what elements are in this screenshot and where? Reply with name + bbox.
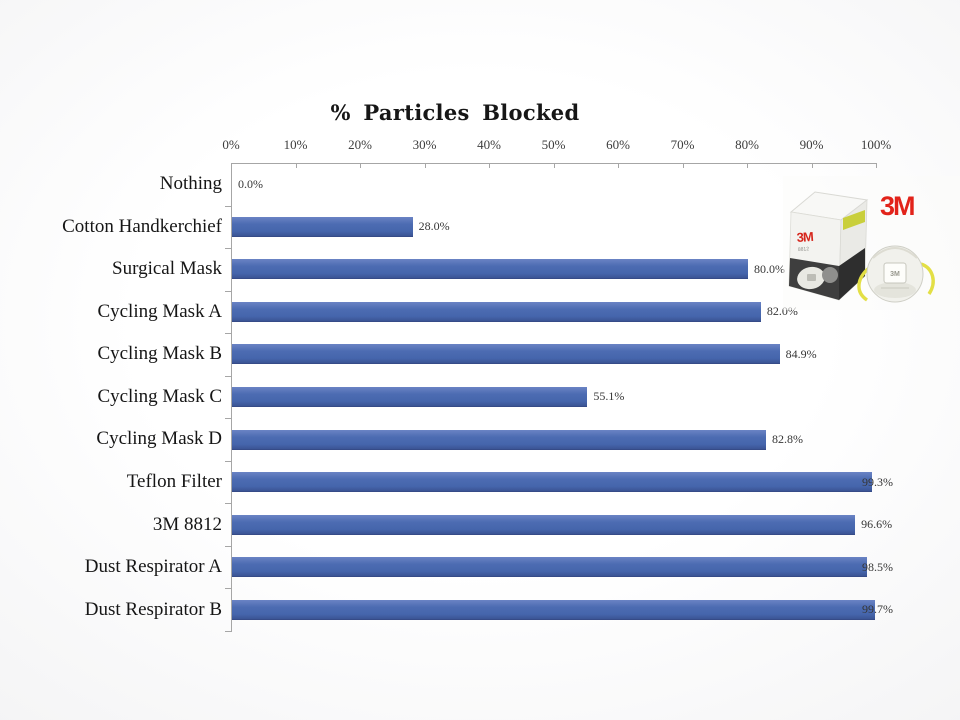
box-photo-panel-side <box>839 248 865 300</box>
bar-row: 80.0% <box>231 248 876 291</box>
x-axis-tick-mark <box>295 164 297 168</box>
plot-area: 0% 10% 20% 30% 40% 50% 60% 70% 80% 90% 100% 0.0% 28.… <box>222 137 893 632</box>
box-face-image <box>822 267 838 283</box>
x-axis-tick-mark <box>682 164 684 168</box>
bar-row: 84.9% <box>231 333 876 376</box>
x-axis-tick-label: 30% <box>412 137 437 152</box>
x-axis-tick-label: 0% <box>222 137 240 152</box>
brand-logo-3m: 3M <box>880 191 914 221</box>
category-axis-labels: Nothing Cotton Handkerchief Surgical Mask C… <box>0 163 222 631</box>
bar-row: 55.1% <box>231 376 876 419</box>
bar <box>232 429 767 450</box>
y-axis-tick-mark <box>225 631 231 632</box>
category-label: Cotton Handkerchief <box>62 215 222 237</box>
box-mask-valve-image <box>807 274 816 281</box>
y-axis-tick-mark <box>225 503 231 505</box>
category-label: Dust Respirator A <box>84 556 222 578</box>
x-axis-tick-mark <box>231 164 232 168</box>
bar-value-label: 0.0% <box>238 176 263 191</box>
y-axis-line <box>231 163 232 632</box>
y-axis-tick-mark <box>225 588 231 590</box>
bar <box>232 514 856 535</box>
x-axis-tick-mark <box>618 164 619 168</box>
box-yellow-label <box>843 210 865 230</box>
category-label: Cycling Mask C <box>97 385 222 407</box>
y-axis-tick-mark <box>225 290 231 292</box>
x-axis-tick-label: 60% <box>606 137 630 152</box>
x-axis-tick-mark <box>360 164 361 168</box>
respirator-mask: 3M <box>857 245 935 303</box>
bar-row: 28.0% <box>231 206 876 249</box>
x-axis-tick-label: 40% <box>477 137 501 152</box>
y-axis-tick-mark <box>225 248 231 250</box>
bar <box>232 216 413 237</box>
bar-row: 98.5% <box>231 546 893 589</box>
bar-value-label: 28.0% <box>418 219 450 234</box>
x-axis-tick-label: 80% <box>735 137 759 152</box>
product-box: 3M 8812 <box>788 191 869 301</box>
y-axis-tick-mark <box>225 205 231 207</box>
bar-value-label: 55.1% <box>593 389 625 404</box>
category-label: Cycling Mask B <box>97 343 222 365</box>
x-axis-tick-mark <box>489 164 490 168</box>
category-label: Nothing <box>159 173 222 195</box>
y-axis-tick-mark <box>225 545 231 547</box>
y-axis-tick-mark <box>225 418 231 420</box>
bar <box>232 344 780 365</box>
bar-value-label: 80.0% <box>754 261 785 276</box>
bar-row: 0.0% <box>231 163 876 206</box>
x-axis-tick-mark <box>747 164 748 168</box>
mask-nose-rim <box>872 247 918 259</box>
x-axis-tick-label: 90% <box>799 137 824 152</box>
bar-value-label: 84.9% <box>785 346 817 361</box>
bar <box>232 599 876 620</box>
mask-strap-right <box>920 262 935 295</box>
product-photo-3m-respirator: 3M 8812 3M 3M <box>783 176 960 310</box>
bar-row: 82.0% <box>231 291 876 334</box>
bar-value-label: 98.5% <box>862 559 893 574</box>
bar-row: 99.3% <box>231 461 893 504</box>
bar <box>232 259 748 280</box>
category-label: Cycling Mask A <box>97 300 222 322</box>
bar-value-label: 99.3% <box>862 474 893 489</box>
bar <box>232 557 868 578</box>
category-label: 3M 8812 <box>152 513 222 535</box>
x-axis-tick-mark <box>811 164 813 168</box>
bar <box>232 386 588 407</box>
bar-row: 96.6% <box>231 503 892 546</box>
mask-strap-left <box>857 266 871 302</box>
category-label: Dust Respirator B <box>84 598 222 620</box>
x-axis-line <box>231 163 877 164</box>
x-axis-tick-mark <box>876 164 877 168</box>
mask-valve <box>883 262 907 284</box>
category-label: Cycling Mask D <box>96 428 222 450</box>
bar-row: 82.8% <box>231 418 876 461</box>
y-axis-tick-mark <box>225 333 231 335</box>
bar <box>232 472 873 493</box>
bar-value-label: 82.8% <box>772 432 804 447</box>
x-axis-tick-label: 100% <box>860 137 892 152</box>
y-axis-tick-mark <box>225 460 231 462</box>
x-axis-tick-label: 20% <box>348 137 372 152</box>
bar-value-label: 99.7% <box>862 602 893 617</box>
x-axis-tick-label: 10% <box>283 137 308 152</box>
mask-valve-logo: 3M <box>890 271 900 278</box>
bar <box>232 301 761 322</box>
chart-title: % Particles Blocked <box>330 100 580 125</box>
box-brand-logo: 3M <box>796 229 813 245</box>
category-label: Surgical Mask <box>112 258 222 280</box>
box-model-number: 8812 <box>798 246 810 253</box>
y-axis-tick-mark <box>225 375 231 377</box>
x-axis-tick-mark <box>424 164 426 168</box>
x-axis-tick-label: 70% <box>670 137 695 152</box>
mask-lower-shading <box>874 282 916 298</box>
bar-value-label: 96.6% <box>861 517 893 532</box>
category-label: Teflon Filter <box>126 470 222 492</box>
x-axis-tick-mark <box>553 164 555 168</box>
x-axis-tick-label: 50% <box>541 137 566 152</box>
bar-row: 99.7% <box>231 588 893 631</box>
